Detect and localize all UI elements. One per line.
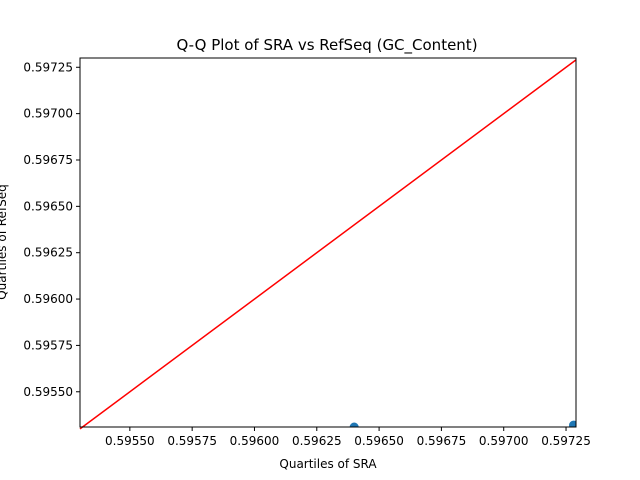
x-axis: 0.59550 0.59575 0.59600 0.59625 0.59650 0.596… bbox=[105, 427, 591, 448]
x-tick-label: 0.59725 bbox=[541, 434, 591, 448]
chart-title: Q-Q Plot of SRA vs RefSeq (GC_Content) bbox=[176, 36, 477, 55]
y-axis: 0.59550 0.59575 0.59600 0.59625 0.59650 0.596… bbox=[23, 60, 80, 399]
y-tick-label: 0.59600 bbox=[23, 292, 73, 306]
y-tick-label: 0.59550 bbox=[23, 385, 73, 399]
x-tick-label: 0.59650 bbox=[354, 434, 404, 448]
x-tick-label: 0.59600 bbox=[230, 434, 280, 448]
x-axis-label: Quartiles of SRA bbox=[279, 457, 377, 471]
data-point bbox=[569, 420, 576, 427]
x-tick-label: 0.59575 bbox=[167, 434, 217, 448]
y-tick-label: 0.59625 bbox=[23, 246, 73, 260]
y-tick-label: 0.59725 bbox=[23, 60, 73, 74]
y-tick-label: 0.59650 bbox=[23, 199, 73, 213]
plot-frame bbox=[79, 57, 577, 428]
y-tick-label: 0.59575 bbox=[23, 338, 73, 352]
y-tick-label: 0.59700 bbox=[23, 107, 73, 121]
x-tick-label: 0.59550 bbox=[105, 434, 155, 448]
y-tick-label: 0.59675 bbox=[23, 153, 73, 167]
plot-area bbox=[79, 59, 577, 430]
x-tick-label: 0.59700 bbox=[479, 434, 529, 448]
data-point bbox=[349, 422, 359, 427]
x-tick-label: 0.59625 bbox=[292, 434, 342, 448]
reference-line bbox=[79, 59, 577, 430]
x-tick-label: 0.59675 bbox=[417, 434, 467, 448]
y-axis-label: Quartiles of RefSeq bbox=[0, 184, 9, 300]
